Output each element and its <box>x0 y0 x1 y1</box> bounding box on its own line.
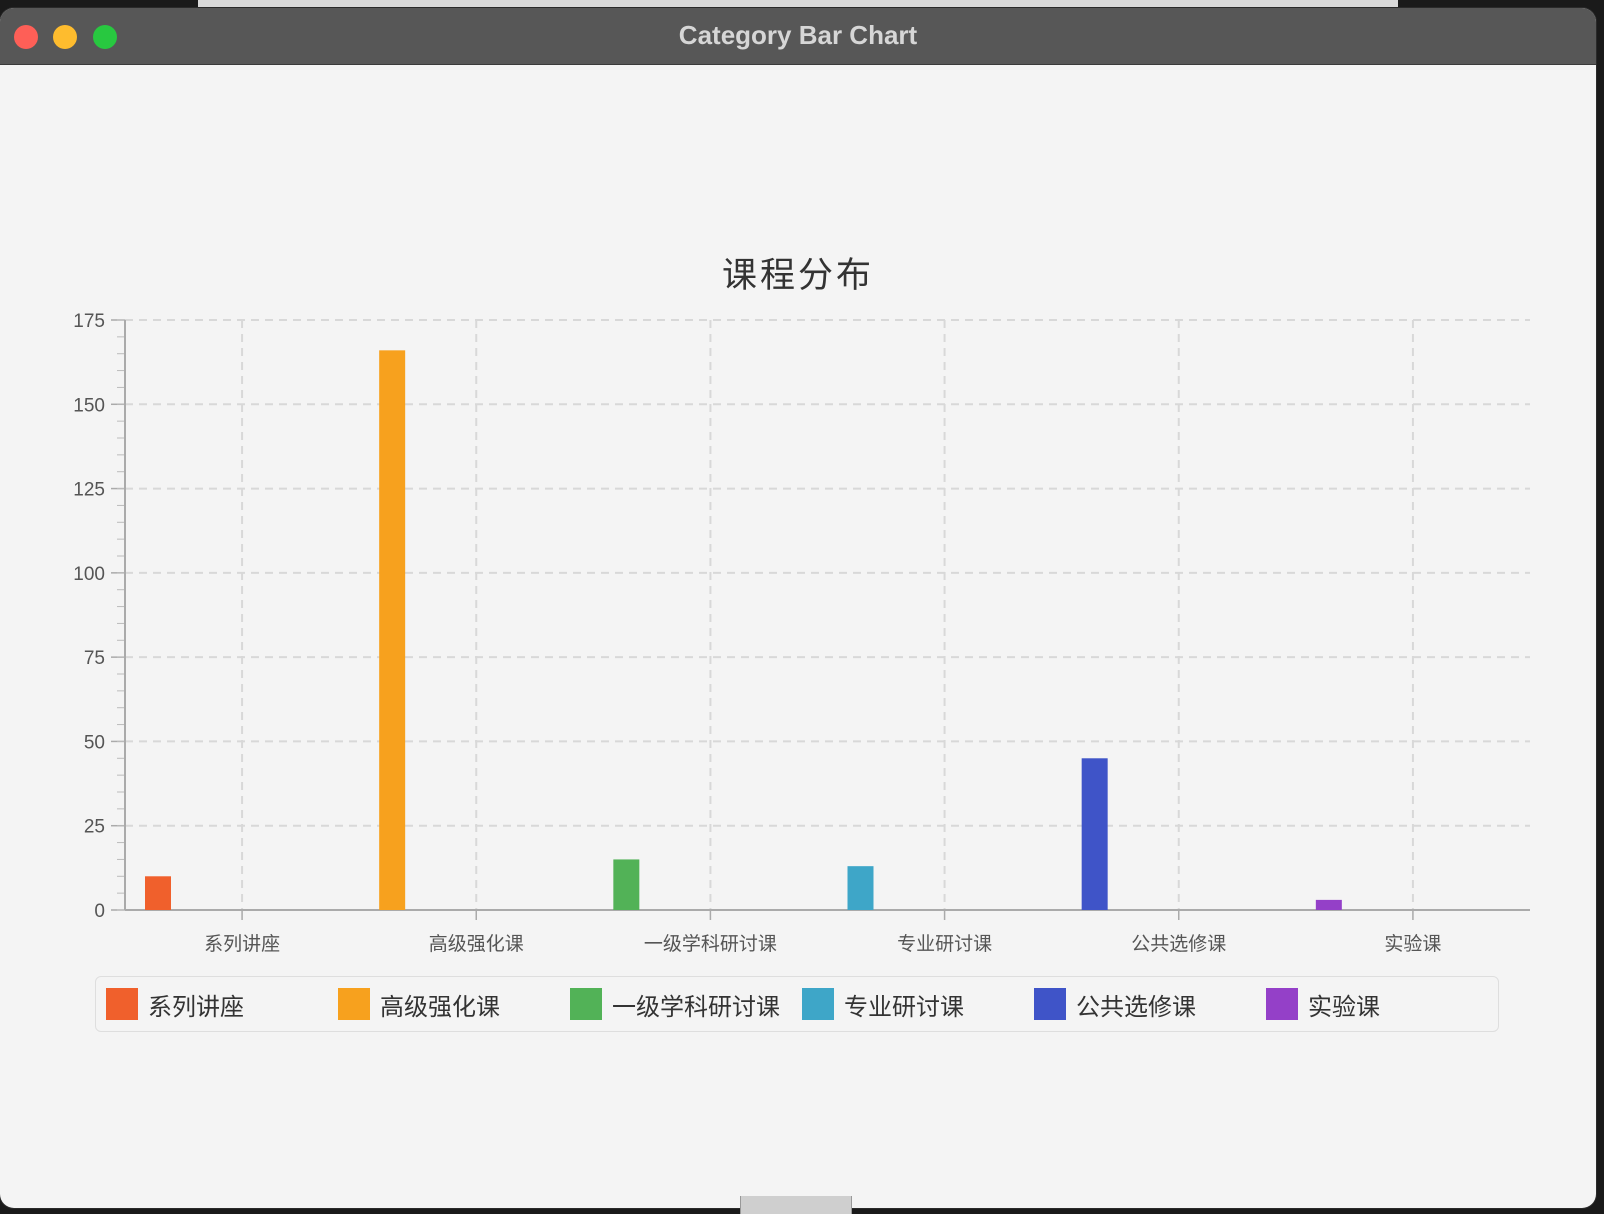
x-tick-label: 系列讲座 <box>204 933 280 955</box>
legend-item: 公共选修课 <box>1034 988 1196 1021</box>
legend-swatch <box>1266 988 1298 1020</box>
x-tick-label: 高级强化课 <box>429 933 524 955</box>
legend-label: 实验课 <box>1308 992 1380 1021</box>
close-window-button[interactable] <box>14 25 38 49</box>
x-tick-label: 公共选修课 <box>1131 933 1226 955</box>
bar-2 <box>613 859 640 910</box>
app-window: Category Bar Chart 课程分布 0 25 50 75 100 125 150… <box>0 8 1596 1208</box>
legend-swatch <box>106 988 138 1020</box>
bar-chart: 0 25 50 75 100 125 150 175 系列讲座 高级强化课 一级学科研讨课 专业研讨课… <box>73 311 1530 955</box>
chart-legend: 系列讲座 高级强化课 一级学科研讨课 专业研讨课 公共选修课 实验课 <box>95 976 1499 1032</box>
y-tick-label: 150 <box>73 395 105 416</box>
legend-item: 一级学科研讨课 <box>570 988 780 1021</box>
bar-3 <box>847 866 874 910</box>
legend-label: 高级强化课 <box>380 992 500 1021</box>
x-tick-label: 专业研讨课 <box>897 933 992 955</box>
bar-0 <box>145 876 171 910</box>
y-tick-label: 75 <box>84 648 105 669</box>
window-title: Category Bar Chart <box>678 20 918 50</box>
legend-swatch <box>570 988 602 1020</box>
chart-title: 课程分布 <box>721 256 874 296</box>
y-tick-label: 0 <box>94 901 105 922</box>
y-tick-label: 175 <box>73 311 105 332</box>
legend-item: 实验课 <box>1266 988 1380 1021</box>
legend-swatch <box>1034 988 1066 1020</box>
background-window-edge <box>198 0 1398 8</box>
title-bar[interactable]: Category Bar Chart <box>0 8 1596 65</box>
bar-4 <box>1081 758 1108 910</box>
chart-area: 课程分布 0 25 50 75 100 125 150 175 系列讲座 高级强化课 一级学科研讨课… <box>0 65 1596 1208</box>
legend-label: 专业研讨课 <box>844 992 964 1021</box>
background-window-fragment <box>740 1196 852 1214</box>
legend-label: 一级学科研讨课 <box>612 992 780 1021</box>
legend-label: 系列讲座 <box>148 992 244 1021</box>
bar-5 <box>1315 899 1342 910</box>
minimize-window-button[interactable] <box>53 25 77 49</box>
x-tick-label: 一级学科研讨课 <box>644 933 777 955</box>
y-tick-label: 125 <box>73 480 105 501</box>
zoom-window-button[interactable] <box>93 25 117 49</box>
legend-item: 高级强化课 <box>338 988 500 1021</box>
bar-1 <box>379 350 406 910</box>
legend-label: 公共选修课 <box>1076 992 1196 1021</box>
legend-item: 系列讲座 <box>106 988 244 1021</box>
legend-swatch <box>338 988 370 1020</box>
y-tick-label: 100 <box>73 564 105 585</box>
y-tick-label: 25 <box>84 817 105 838</box>
x-tick-label: 实验课 <box>1384 933 1441 955</box>
y-tick-label: 50 <box>84 732 105 753</box>
legend-swatch <box>802 988 834 1020</box>
legend-item: 专业研讨课 <box>802 988 964 1021</box>
